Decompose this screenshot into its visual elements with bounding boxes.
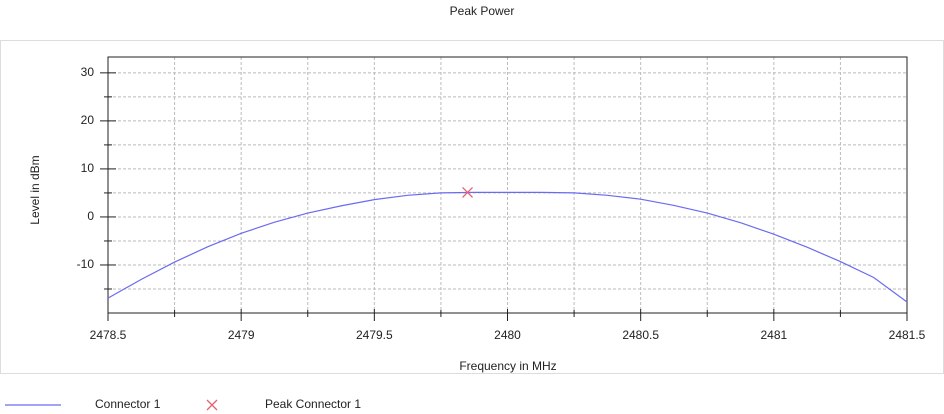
legend-label: Connector 1 — [95, 397, 161, 411]
x-tick-label: 2481.5 — [889, 328, 926, 342]
chart-title: Peak Power — [450, 4, 515, 18]
y-tick-label: -10 — [77, 257, 95, 271]
y-tick-label: 10 — [81, 161, 95, 175]
chart-frame — [0, 40, 944, 374]
y-tick-label: 20 — [81, 113, 95, 127]
x-tick-label: 2481 — [760, 328, 787, 342]
legend-swatch — [206, 399, 218, 411]
y-tick-label: 30 — [81, 65, 95, 79]
x-tick-label: 2480.5 — [622, 328, 659, 342]
peak-marker — [462, 186, 474, 198]
y-tick-label: 0 — [87, 209, 94, 223]
x-tick-label: 2478.5 — [90, 328, 127, 342]
y-axis-label: Level in dBm — [28, 155, 42, 224]
x-axis-label: Frequency in MHz — [459, 359, 556, 373]
x-tick-label: 2479 — [228, 328, 255, 342]
x-tick-label: 2479.5 — [356, 328, 393, 342]
series-line — [107, 191, 908, 303]
x-tick-label: 2480 — [494, 328, 521, 342]
legend-label: Peak Connector 1 — [265, 397, 361, 411]
